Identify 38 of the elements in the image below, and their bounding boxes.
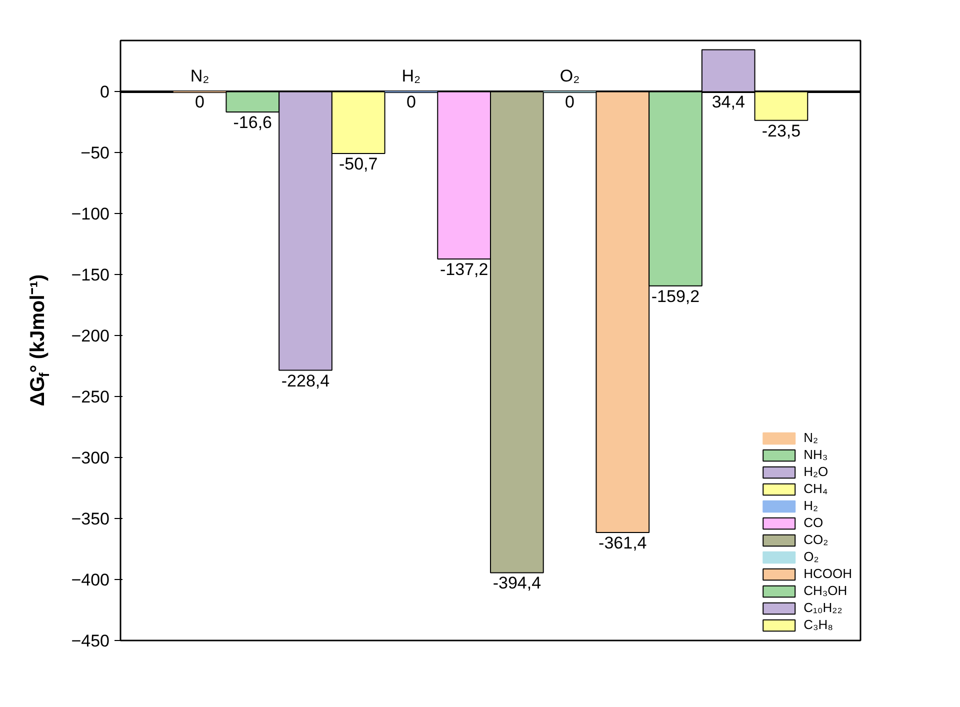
y-tick-label: −200 [71,326,110,346]
legend-label: O₂ [804,549,820,564]
y-tick-label: 0 [100,82,110,102]
y-tick-label: −400 [71,570,110,590]
text: -50,7 [338,154,378,174]
legend-label: C₃H₈ [804,617,834,632]
legend-label: CH₄ [804,481,828,496]
legend-label: H₂O [804,464,828,479]
legend-label: C₁₀H₂₂ [804,600,842,615]
text: -137,2 [440,260,488,280]
y-axis-title: ΔGf° (kJmol⁻¹) [27,274,52,406]
text: 34,4 [712,92,745,112]
y-tick-label: −100 [71,204,110,224]
y-tick-label: −450 [71,632,110,650]
text: 0 [195,92,205,112]
y-tick-label: −300 [71,448,110,468]
legend-label: HCOOH [804,566,852,581]
text: -159,2 [651,286,700,306]
annotation: O₂ [560,66,580,86]
y-tick-label: −50 [80,144,110,163]
legend-label: CO₂ [804,532,828,547]
text: -228,4 [281,371,330,390]
text: -16,6 [233,112,272,132]
text: 0 [565,92,575,112]
legend-label: N₂ [804,430,820,445]
text: 0 [406,92,416,112]
text: -394,4 [492,574,542,593]
y-tick-label: −250 [71,388,110,407]
annotation: N₂ [190,66,210,86]
legend-label: CH₃OH [804,583,848,598]
y-tick-label: −150 [71,266,110,285]
legend-label: H₂ [804,498,820,513]
legend-label: CO [804,515,824,530]
legend-label: NH₃ [804,447,828,462]
text: -361,4 [598,533,647,552]
y-tick-label: −350 [71,510,110,529]
text: -23,5 [762,121,801,140]
annotation: H₂ [402,66,421,86]
